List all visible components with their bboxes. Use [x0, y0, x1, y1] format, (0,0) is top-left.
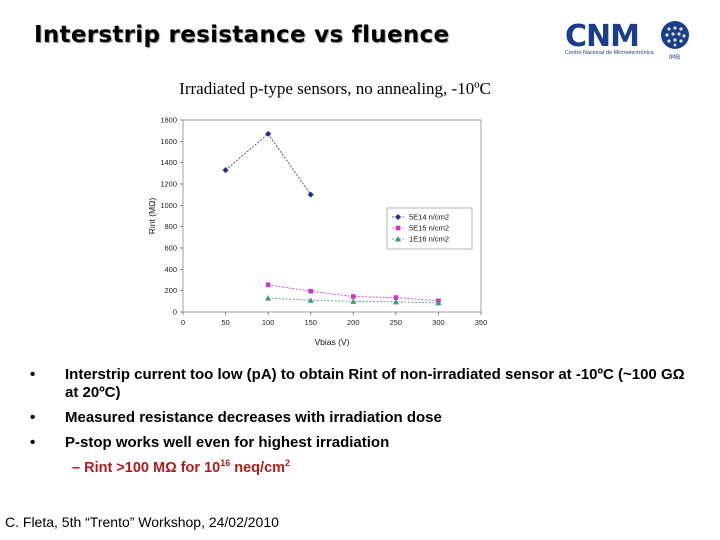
sub-bullet-exponent: 16 [220, 458, 231, 468]
slide-title: Interstrip resistance vs fluence [34, 22, 450, 48]
sub-bullet: – Rint >100 MΩ for 1016 neq/cm2 [72, 458, 290, 476]
cnm-logo: CNM IMB [565, 19, 689, 61]
bullet-text: P-stop works well even for highest irrad… [65, 434, 390, 451]
logo-caption: Centro Nacional de Microelectrónica [565, 50, 654, 56]
y-tick-label: 1200 [160, 180, 177, 189]
x-tick-label: 350 [475, 318, 488, 327]
y-tick-label: 800 [164, 222, 177, 231]
legend-label: 1E16 n/cm2 [409, 235, 449, 244]
bullet-item: • Interstrip current too low (pA) to obt… [30, 366, 700, 402]
bullet-text: Interstrip current too low (pA) to obtai… [65, 366, 685, 401]
y-tick-label: 1600 [160, 137, 177, 146]
sub-bullet-prefix: – Rint >100 MΩ for 10 [72, 459, 221, 476]
legend-swatch-marker [395, 225, 401, 231]
y-tick-label: 1400 [160, 158, 177, 167]
data-point [393, 295, 399, 300]
sub-bullet-suffix: neq/cm [230, 459, 286, 476]
bullet-item: • P-stop works well even for highest irr… [30, 434, 700, 452]
legend-box [386, 207, 473, 250]
x-tick-label: 200 [347, 318, 360, 327]
rint-vs-vbias-chart: 0 200 400 600 800 1000 1200 1400 1600 1800 0 50 100 1… [147, 116, 488, 348]
x-tick-label: 300 [432, 318, 445, 327]
bullet-marker: • [30, 409, 36, 426]
plot-area [182, 119, 482, 313]
legend-swatch-marker [395, 214, 401, 220]
bullet-item: • Measured resistance decreases with irr… [30, 409, 700, 427]
slide-subtitle: Irradiated p-type sensors, no annealing,… [179, 79, 491, 98]
y-tick-label: 200 [164, 286, 177, 295]
x-tick-label: 150 [304, 318, 317, 327]
data-point [307, 191, 314, 198]
data-point [350, 298, 357, 304]
x-axis-label: Vbias (V) [315, 337, 350, 347]
data-point [350, 294, 356, 299]
logo-text: CNM [565, 19, 639, 54]
x-tick-label: 100 [262, 318, 275, 327]
y-tick-label: 1800 [160, 116, 177, 125]
data-point [222, 167, 229, 174]
legend-label: 5E15 n/cm2 [409, 224, 449, 233]
logo-tag: IMB [669, 54, 680, 61]
series-line-1 [225, 133, 312, 195]
data-point [307, 297, 314, 303]
data-point [265, 295, 272, 301]
data-point [265, 130, 272, 137]
footer-citation: C. Fleta, 5th “Trento” Workshop, 24/02/2… [5, 514, 279, 530]
data-point [265, 282, 271, 288]
y-tick-label: 1000 [160, 201, 177, 210]
bullet-marker: • [30, 366, 36, 383]
data-point [392, 298, 399, 305]
data-point [308, 288, 314, 294]
x-tick-label: 250 [390, 318, 403, 327]
bullet-list: • Interstrip current too low (pA) to obt… [30, 366, 700, 459]
bullet-text: Measured resistance decreases with irrad… [65, 409, 442, 426]
legend-swatch-marker [395, 236, 401, 242]
x-tick-label: 50 [221, 318, 229, 327]
sub-bullet-square: 2 [285, 458, 291, 468]
legend-label: 5E14 n/cm2 [409, 213, 449, 222]
y-tick-label: 600 [164, 244, 177, 253]
y-axis-label: Rint (MΩ) [147, 198, 157, 235]
data-point [435, 299, 442, 306]
y-tick-label: 0 [173, 308, 177, 317]
x-tick-label: 0 [181, 318, 185, 327]
y-tick-label: 400 [164, 265, 177, 274]
bullet-marker: • [30, 434, 36, 451]
